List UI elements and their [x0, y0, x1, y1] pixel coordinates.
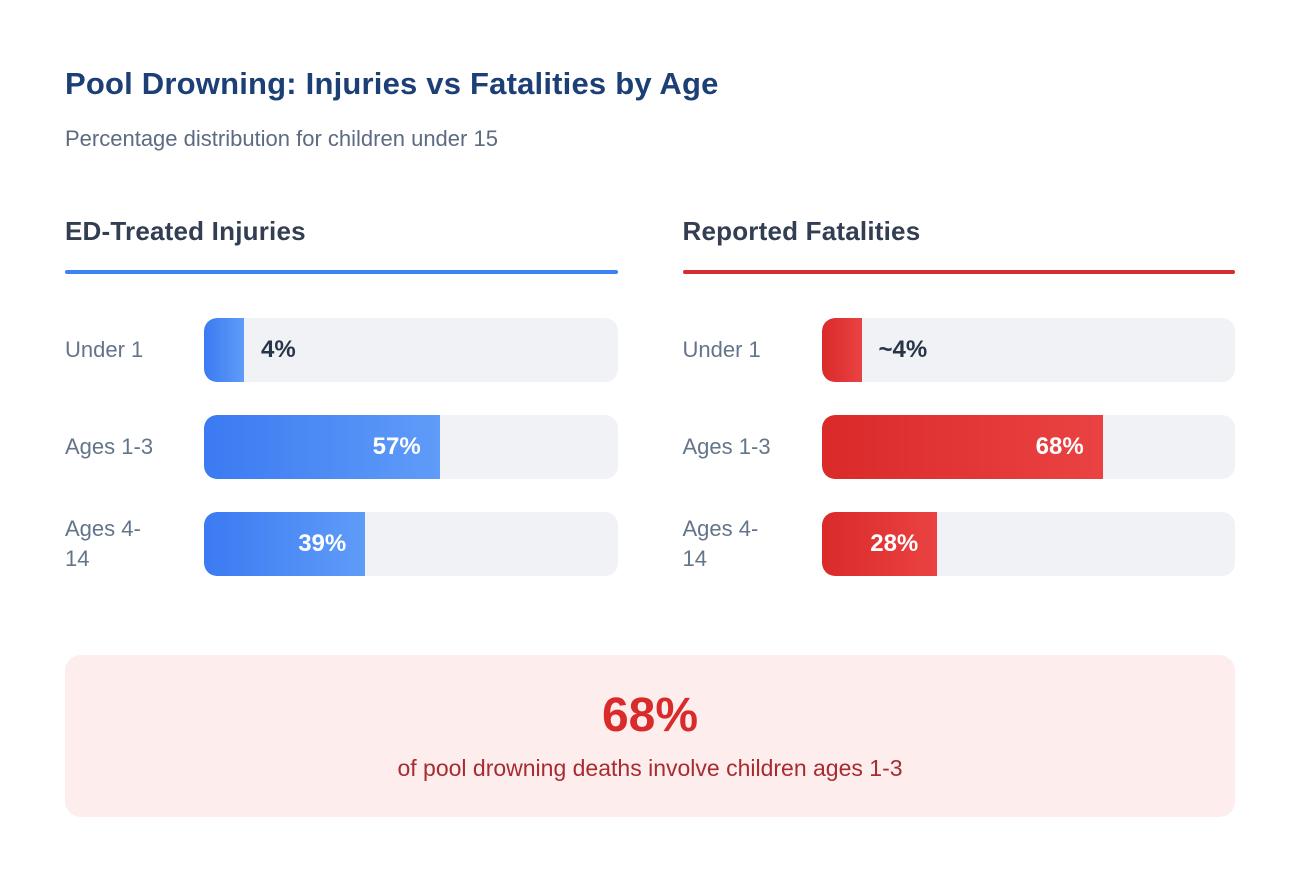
bar-fill: 28% — [821, 512, 938, 576]
fatalities-chart-section: Reported Fatalities Under 1 ~4% Ages 1-3… — [682, 216, 1235, 576]
bar-track: 4% — [204, 318, 618, 382]
bar-fill: 39% — [204, 512, 366, 576]
page-subtitle: Percentage distribution for children und… — [65, 126, 498, 151]
bar-value: 28% — [870, 530, 919, 557]
bar-value: ~4% — [878, 336, 928, 363]
bar-row-fatalities-under-1: Under 1 ~4% — [682, 318, 1235, 382]
bar-label: Under 1 — [682, 337, 761, 362]
page-title: Pool Drowning: Injuries vs Fatalities by… — [65, 66, 719, 101]
fatalities-bars: Under 1 ~4% Ages 1-3 68% Ages 4-1 — [682, 318, 1235, 576]
bar-track: 39% — [204, 512, 618, 576]
injuries-bars: Under 1 4% Ages 1-3 57% Ages 4-14 — [65, 318, 618, 576]
bar-track: 57% — [204, 415, 618, 479]
bar-track: 28% — [821, 512, 1235, 576]
bar-value: 68% — [1035, 433, 1084, 460]
bar-value: 39% — [298, 530, 347, 557]
bar-value: 4% — [261, 336, 296, 363]
bar-row-fatalities-ages-1-3: Ages 1-3 68% — [682, 415, 1235, 479]
bar-fill: 68% — [821, 415, 1103, 479]
bar-label: Ages 1-3 — [682, 434, 771, 459]
bar-label: Under 1 — [65, 337, 144, 362]
bar-row-injuries-ages-4-14: Ages 4-14 39% — [65, 512, 618, 576]
bar-fill — [204, 318, 244, 382]
bar-row-injuries-under-1: Under 1 4% — [65, 318, 618, 382]
bar-track: 68% — [821, 415, 1235, 479]
key-stat-callout: 68% of pool drowning deaths involve chil… — [65, 655, 1235, 817]
infographic-page: Pool Drowning: Injuries vs Fatalities by… — [65, 66, 1235, 817]
bar-fill: 57% — [204, 415, 440, 479]
bar-label: Ages 4-14 — [682, 516, 759, 571]
fatalities-chart-title: Reported Fatalities — [682, 216, 921, 246]
bar-label: Ages 1-3 — [65, 434, 154, 459]
key-stat-value: 68% — [601, 689, 699, 742]
injuries-chart-title: ED-Treated Injuries — [65, 216, 306, 246]
bar-track: ~4% — [821, 318, 1235, 382]
bar-row-injuries-ages-1-3: Ages 1-3 57% — [65, 415, 618, 479]
injuries-accent-rule — [65, 270, 618, 274]
bar-value: 57% — [372, 433, 421, 460]
bar-row-fatalities-ages-4-14: Ages 4-14 28% — [682, 512, 1235, 576]
bar-fill — [821, 318, 862, 382]
key-stat-description: of pool drowning deaths involve children… — [397, 755, 903, 781]
fatalities-accent-rule — [682, 270, 1235, 274]
charts-container: ED-Treated Injuries Under 1 4% Ages 1-3 … — [65, 216, 1235, 576]
bar-label: Ages 4-14 — [65, 516, 141, 571]
injuries-chart-section: ED-Treated Injuries Under 1 4% Ages 1-3 … — [65, 216, 618, 576]
